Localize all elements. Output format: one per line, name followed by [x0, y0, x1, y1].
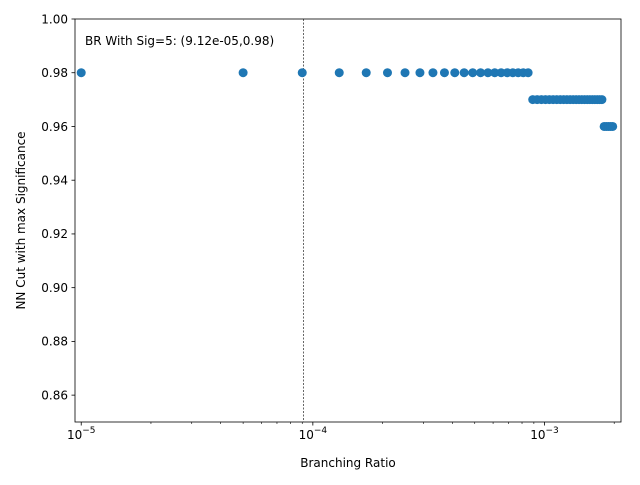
data-point [450, 68, 460, 78]
data-point [439, 68, 449, 78]
y-axis-label: NN Cut with max Significance [14, 131, 28, 309]
data-point [382, 68, 392, 78]
x-tick-label: 10−4 [299, 426, 328, 442]
data-point [361, 68, 371, 78]
y-tick-label: 1.00 [41, 12, 68, 26]
data-point [400, 68, 410, 78]
data-point [490, 68, 500, 78]
y-tick-label: 0.88 [41, 335, 68, 349]
x-tick-label: 10−3 [530, 426, 559, 442]
data-point [523, 68, 533, 78]
data-point [297, 68, 307, 78]
data-point [476, 68, 486, 78]
data-point [597, 95, 607, 105]
x-axis-label: Branching Ratio [300, 456, 396, 470]
data-point [468, 68, 478, 78]
x-ticks-group: 10−5 10−4 10−3 [67, 422, 615, 442]
y-ticks-group: 0.86 0.88 0.90 0.92 0.94 0.96 0.98 1.00 [41, 12, 75, 402]
y-tick-label: 0.98 [41, 66, 68, 80]
data-points-group [76, 68, 618, 131]
data-point [415, 68, 425, 78]
x-tick-label: 10−5 [67, 426, 96, 442]
y-tick-label: 0.96 [41, 120, 68, 134]
data-point [608, 121, 618, 131]
y-tick-label: 0.94 [41, 174, 68, 188]
y-tick-label: 0.86 [41, 388, 68, 402]
data-point [334, 68, 344, 78]
data-point [428, 68, 438, 78]
data-point [238, 68, 248, 78]
plot-area-frame [74, 18, 622, 423]
significance-annotation: BR With Sig=5: (9.12e-05,0.98) [85, 34, 274, 48]
data-point [76, 68, 86, 78]
y-tick-label: 0.92 [41, 227, 68, 241]
y-tick-label: 0.90 [41, 281, 68, 295]
data-point [459, 68, 469, 78]
data-point [483, 68, 493, 78]
